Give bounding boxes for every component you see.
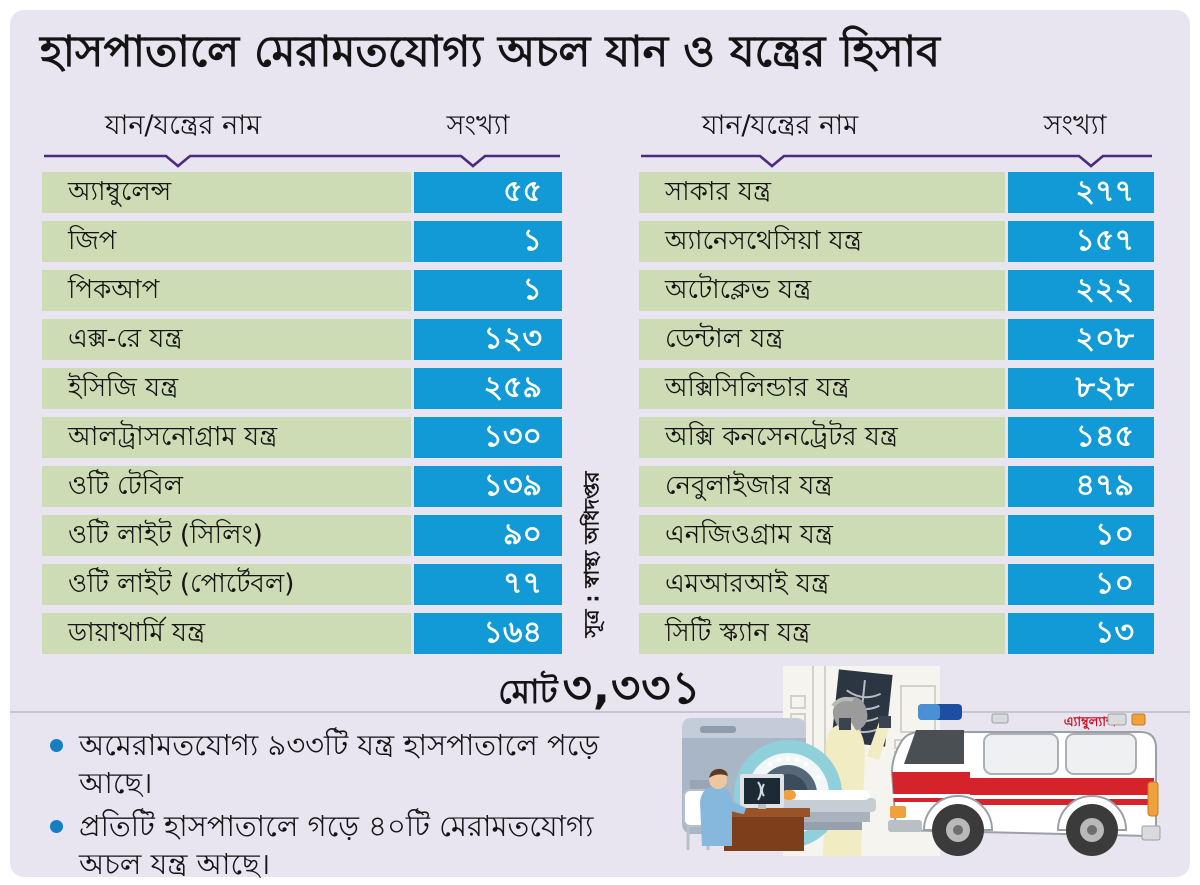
item-count: ১৩ (1008, 613, 1154, 654)
total-row: মোট ৩,৩৩১ (10, 654, 1190, 729)
table-row: ওটি লাইট (সিলিং) ৯০ (42, 515, 562, 556)
table-row: ডায়াথার্মি যন্ত্র ১৬৪ (42, 613, 562, 654)
item-name: নেবুলাইজার যন্ত্র (639, 466, 1005, 507)
item-count: ২০৮ (1008, 319, 1154, 360)
technician-figure (683, 768, 746, 850)
mri-scanner-illustration (682, 718, 876, 851)
item-count: ২২২ (1008, 270, 1154, 311)
wheels (922, 795, 1128, 856)
table-row: অক্সি কনসেনট্রেটর যন্ত্র ১৪৫ (639, 417, 1154, 458)
column-header-count: সংখ্যা (1043, 110, 1107, 141)
table-row: ওটি টেবিল ১৩৯ (42, 466, 562, 507)
list-item: প্রতিটি হাসপাতালে গড়ে ৪০টি মেরামতযোগ্য … (50, 807, 650, 884)
front-details (888, 781, 1161, 841)
ambulance-illustration: এ্যাম্বুল্যান্স (888, 704, 1161, 856)
item-count: ১ (414, 270, 562, 311)
item-count: ১৪৫ (1008, 417, 1154, 458)
item-name: এনজিওগ্রাম যন্ত্র (639, 515, 1005, 556)
item-name: অটোক্লেভ যন্ত্র (639, 270, 1005, 311)
table-row: এমআরআই যন্ত্র ১০ (639, 564, 1154, 605)
table-row: সিটি স্ক্যান যন্ত্র ১৩ (639, 613, 1154, 654)
table-row: ডেন্টাল যন্ত্র ২০৮ (639, 319, 1154, 360)
item-name: সাকার যন্ত্র (639, 172, 1005, 213)
note-text: প্রতিটি হাসপাতালে গড়ে ৪০টি মেরামতযোগ্য … (79, 808, 594, 881)
table-row: সাকার যন্ত্র ২৭৭ (639, 172, 1154, 213)
item-count: ৯০ (414, 515, 562, 556)
item-count: ৮২৮ (1008, 368, 1154, 409)
item-name: সিটি স্ক্যান যন্ত্র (639, 613, 1005, 654)
table-row: ওটি লাইট (পোর্টেবল) ৭৭ (42, 564, 562, 605)
item-count: ২৫৯ (414, 368, 562, 409)
item-count: ২৭৭ (1008, 172, 1154, 213)
item-count: ৪৭৯ (1008, 466, 1154, 507)
total-label: মোট (498, 672, 558, 711)
table-row: অ্যাম্বুলেন্স ৫৫ (42, 172, 562, 213)
table-row: ইসিজি যন্ত্র ২৫৯ (42, 368, 562, 409)
column-header-count: সংখ্যা (446, 110, 510, 141)
horizontal-divider (10, 711, 1190, 713)
item-name: অ্যানেসথেসিয়া যন্ত্র (639, 221, 1005, 262)
notes-list: অমেরামতযোগ্য ৯৩৩টি যন্ত্র হাসপাতালে পড়ে… (50, 726, 650, 885)
item-name: এক্স-রে যন্ত্র (42, 319, 411, 360)
column-header-name: যান/যন্ত্রের নাম (104, 110, 262, 141)
item-name: ওটি লাইট (সিলিং) (42, 515, 411, 556)
item-name: এমআরআই যন্ত্র (639, 564, 1005, 605)
item-name: ইসিজি যন্ত্র (42, 368, 411, 409)
list-item: অমেরামতযোগ্য ৯৩৩টি যন্ত্র হাসপাতালে পড়ে… (50, 726, 650, 803)
item-name: অক্সি কনসেনট্রেটর যন্ত্র (639, 417, 1005, 458)
left-table-rows: অ্যাম্বুলেন্স ৫৫ জিপ ১ পিকআপ ১ এক্স-রে যন্ত্র ১… (42, 172, 562, 662)
item-name: পিকআপ (42, 270, 411, 311)
table-row: নেবুলাইজার যন্ত্র ৪৭৯ (639, 466, 1154, 507)
item-name: অক্সিসিলিন্ডার যন্ত্র (639, 368, 1005, 409)
item-name: আলট্রাসনোগ্রাম যন্ত্র (42, 417, 411, 458)
windows (904, 730, 1137, 775)
table-row: অটোক্লেভ যন্ত্র ২২২ (639, 270, 1154, 311)
item-count: ১৩০ (414, 417, 562, 458)
item-name: ডায়াথার্মি যন্ত্র (42, 613, 411, 654)
item-count: ১৫৭ (1008, 221, 1154, 262)
bullet-icon (50, 739, 63, 752)
item-count: ১ (414, 221, 562, 262)
item-count: ১০ (1008, 515, 1154, 556)
roof-markers (991, 713, 1146, 726)
item-count: ৭৭ (414, 564, 562, 605)
table-row: জিপ ১ (42, 221, 562, 262)
table-row: অক্সিসিলিন্ডার যন্ত্র ৮২৮ (639, 368, 1154, 409)
item-name: ওটি লাইট (পোর্টেবল) (42, 564, 411, 605)
header-rule-brace (641, 154, 1152, 168)
item-count: ৫৫ (414, 172, 562, 213)
right-table-rows: সাকার যন্ত্র ২৭৭ অ্যানেসথেসিয়া যন্ত্র ১৫৭ অ… (639, 172, 1154, 662)
item-name: ওটি টেবিল (42, 466, 411, 507)
table-row: এনজিওগ্রাম যন্ত্র ১০ (639, 515, 1154, 556)
item-name: জিপ (42, 221, 411, 262)
total-value: ৩,৩৩১ (562, 661, 702, 714)
item-count: ১৬৪ (414, 613, 562, 654)
item-name: ডেন্টাল যন্ত্র (639, 319, 1005, 360)
item-count: ১৩৯ (414, 466, 562, 507)
red-stripe (892, 772, 1154, 805)
ambulance-side-label: এ্যাম্বুল্যান্স (1064, 715, 1117, 730)
header-rule-brace (44, 154, 560, 168)
table-row: আলট্রাসনোগ্রাম যন্ত্র ১৩০ (42, 417, 562, 458)
page-title: হাসপাতালে মেরামতযোগ্য অচল যান ও যন্ত্রের… (40, 27, 941, 77)
bullet-icon (50, 819, 63, 833)
source-credit: সূত্র : স্বাস্থ্য অধিদপ্তর (579, 471, 604, 638)
table-row: অ্যানেসথেসিয়া যন্ত্র ১৫৭ (639, 221, 1154, 262)
column-header-name: যান/যন্ত্রের নাম (701, 110, 859, 141)
table-row: এক্স-রে যন্ত্র ১২৩ (42, 319, 562, 360)
note-text: অমেরামতযোগ্য ৯৩৩টি যন্ত্র হাসপাতালে পড়ে… (79, 728, 599, 801)
item-count: ১০ (1008, 564, 1154, 605)
control-desk (718, 774, 810, 851)
item-count: ১২৩ (414, 319, 562, 360)
item-name: অ্যাম্বুলেন্স (42, 172, 411, 213)
table-row: পিকআপ ১ (42, 270, 562, 311)
